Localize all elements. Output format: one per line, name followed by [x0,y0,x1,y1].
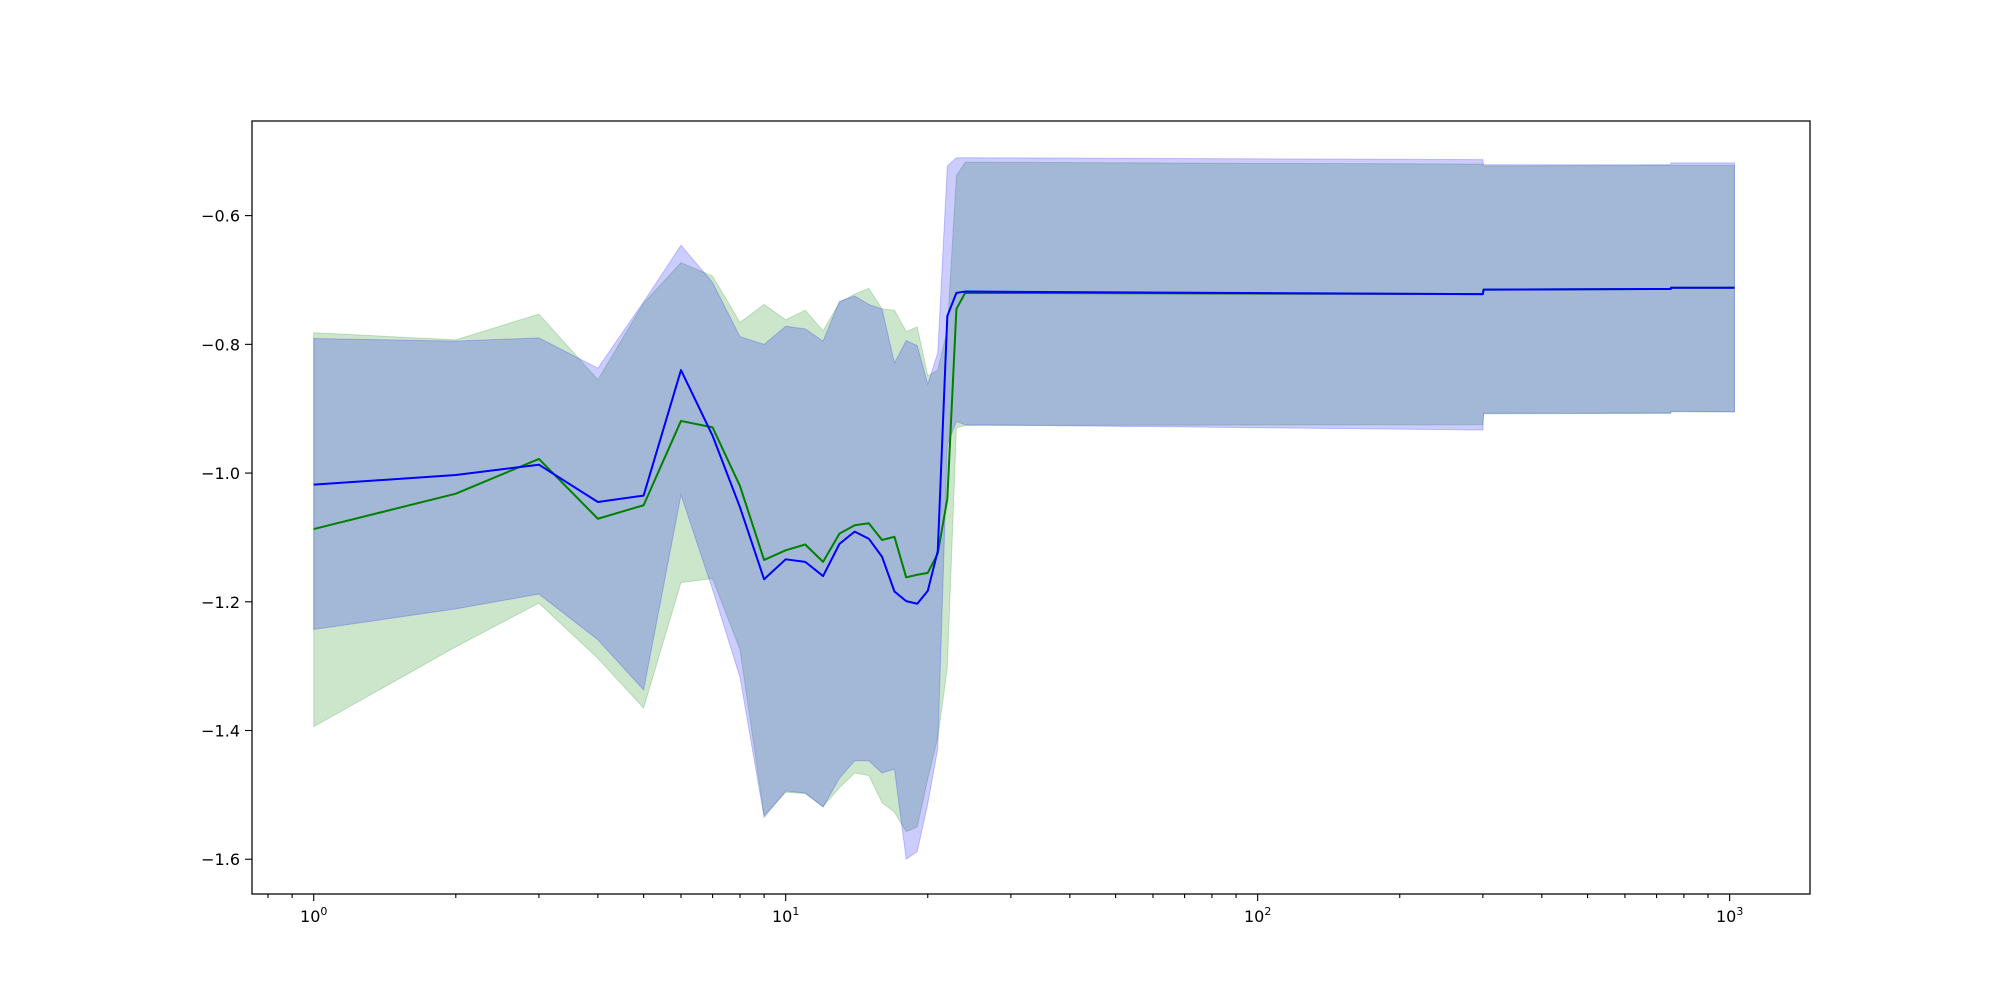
x-tick-exponent: 3 [1736,905,1743,918]
y-tick-label: −1.6 [201,850,240,869]
x-tick-label: 100 [300,905,327,926]
x-tick-base: 10 [1716,907,1736,926]
y-tick-label: −1.0 [201,464,240,483]
x-tick-label: 101 [772,905,799,926]
y-tick-label: −0.6 [201,207,240,226]
x-tick-exponent: 0 [320,905,327,918]
y-tick-label: −0.8 [201,335,240,354]
y-axis: −0.6 −0.8 −1.0 −1.2 −1.4 −1.6 [201,207,252,869]
confidence-bands [313,157,1735,861]
y-tick-label: −1.4 [201,722,240,741]
x-tick-exponent: 2 [1264,905,1271,918]
series-lines [313,286,1735,605]
band-series-0 [313,161,1735,833]
x-tick-exponent: 1 [792,905,799,918]
plot-frame [251,120,1811,895]
line-series-1 [313,286,1735,605]
x-tick-label: 103 [1716,905,1743,926]
x-tick-base: 10 [300,907,320,926]
x-axis: 100 101 102 103 [267,894,1743,926]
y-tick-label: −1.2 [201,593,240,612]
x-tick-base: 10 [772,907,792,926]
x-tick-base: 10 [1244,907,1264,926]
x-tick-label: 102 [1244,905,1271,926]
band-series-1 [313,157,1735,861]
